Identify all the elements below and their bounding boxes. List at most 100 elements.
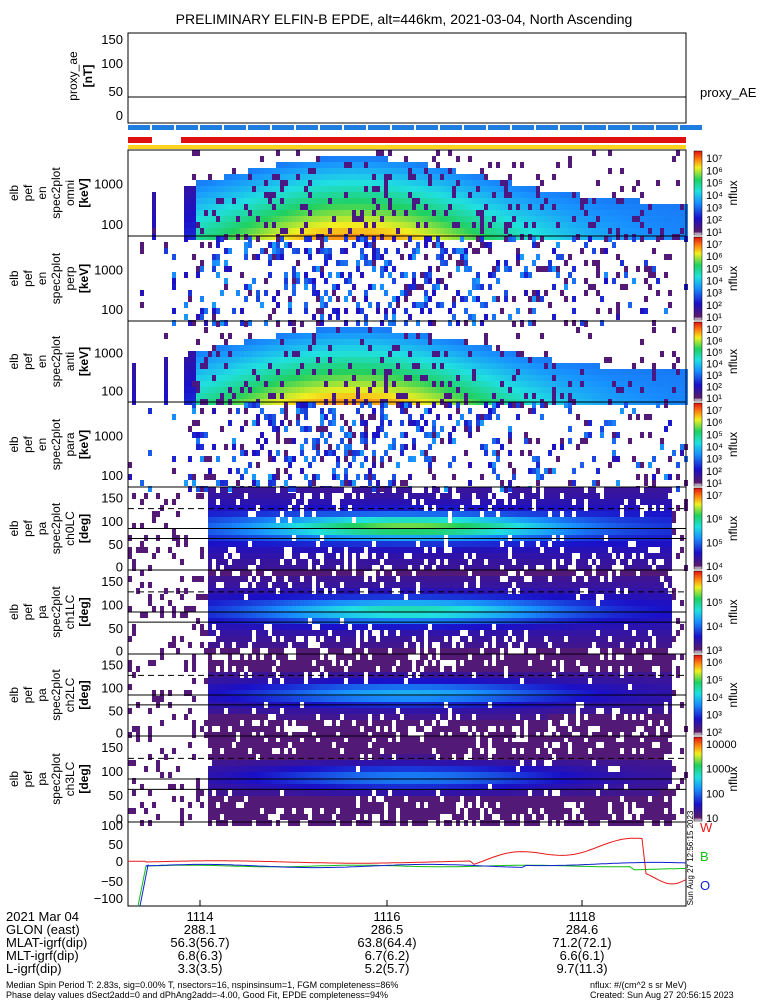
colorbar-tick: 10³ <box>706 370 722 382</box>
spectrogram-cell <box>552 553 556 559</box>
spectrogram-cell <box>344 493 348 499</box>
spectrogram-cell <box>536 505 540 511</box>
spectrogram-cell <box>232 204 236 210</box>
spectrogram-cell <box>188 290 192 296</box>
spectrogram-cell <box>336 444 340 450</box>
spectrogram-cell <box>292 162 296 168</box>
spectrogram-cell <box>536 242 540 248</box>
spectrogram-cell <box>480 192 484 198</box>
spectrogram-cell <box>284 186 288 192</box>
spectrogram-cell <box>444 222 448 228</box>
spectrogram-cell <box>420 450 424 456</box>
spectrogram-cell <box>452 222 456 228</box>
spectrogram-cell <box>544 290 548 296</box>
spectrogram-cell <box>640 228 644 234</box>
spectrogram-cell <box>392 559 396 565</box>
spectrogram-cell <box>592 375 596 381</box>
spectrogram-cell <box>388 387 392 393</box>
spectrogram-cell <box>280 345 284 351</box>
spectrogram-cell <box>464 228 468 234</box>
spectrogram-cell <box>196 210 200 216</box>
spectrogram-cell <box>468 210 472 216</box>
spectrogram-cell <box>344 278 348 284</box>
spectrogram-cell <box>520 505 524 511</box>
spectrogram-cell <box>296 216 300 222</box>
spectrogram-cell <box>328 408 332 414</box>
spectrogram-cell <box>360 333 364 339</box>
spectrogram-cell <box>632 408 636 414</box>
spectrogram-cell <box>488 387 492 393</box>
spectrogram-cell <box>524 234 528 240</box>
proxy-ae-tick-100: 100 <box>101 56 123 71</box>
spectrogram-cell <box>380 493 384 499</box>
panel-ylabel-line: anti <box>63 352 77 371</box>
spectrogram-cell <box>288 511 292 517</box>
spectrogram-cell <box>488 375 492 381</box>
spectrogram-cell <box>640 236 644 242</box>
spectrogram-cell <box>348 192 352 198</box>
spectrogram-cell <box>600 511 604 517</box>
spectrogram-cell <box>608 198 612 204</box>
spectrogram-cell <box>608 308 612 314</box>
spectrogram-cell <box>356 222 360 228</box>
spectrogram-cell <box>584 547 588 553</box>
spectrogram-cell <box>320 186 324 192</box>
spectrogram-cell <box>392 180 396 186</box>
spectrogram-cell <box>264 517 268 523</box>
spectrogram-cell <box>348 339 352 345</box>
spectrogram-cell <box>664 234 668 240</box>
panel-ylabel-line: elb <box>7 185 21 201</box>
spectrogram-cell <box>372 168 376 174</box>
spectrogram-cell <box>436 345 440 351</box>
spectrogram-cell <box>516 547 520 553</box>
spectrogram-cell <box>300 547 304 553</box>
spectrogram-cell <box>420 523 424 529</box>
spectrogram-cell <box>584 210 588 216</box>
spectrogram-cell <box>416 381 420 387</box>
spectrogram-cell <box>476 174 480 180</box>
spectrogram-cell <box>284 438 288 444</box>
spectrogram-cell <box>460 493 464 499</box>
spectrogram-cell <box>652 204 656 210</box>
spectrogram-cell <box>364 320 368 326</box>
spectrogram-cell <box>188 363 192 369</box>
spectrogram-cell <box>492 462 496 468</box>
spectrogram-cell <box>328 381 332 387</box>
spectrogram-cell <box>324 547 328 553</box>
spectrogram-cell <box>316 357 320 363</box>
spectrogram-cell <box>252 345 256 351</box>
spectrogram-cell <box>668 375 672 381</box>
spectrogram-cell <box>480 198 484 204</box>
spectrogram-cell <box>364 426 368 432</box>
spectrogram-cell <box>444 511 448 517</box>
spectrogram-cell <box>336 308 340 314</box>
spectrogram-cell <box>508 375 512 381</box>
spectrogram-cell <box>508 493 512 499</box>
spectrogram-cell <box>360 174 364 180</box>
spectrogram-cell <box>380 402 384 408</box>
spectrogram-cell <box>540 216 544 222</box>
spectrogram-cell <box>420 414 424 420</box>
spectrogram-cell <box>200 547 204 553</box>
spectrogram-cell <box>472 210 476 216</box>
spectrogram-cell <box>192 210 196 216</box>
spectrogram-cell <box>476 511 480 517</box>
spectrogram-cell <box>344 381 348 387</box>
panel-ylabel-line: pef <box>21 184 35 201</box>
spectrogram-cell <box>624 222 628 228</box>
spectrogram-cell <box>668 387 672 393</box>
spectrogram-cell <box>148 408 152 414</box>
spectrogram-cell <box>212 553 216 559</box>
energy-tick-1000: 1000 <box>94 345 123 360</box>
spectrogram-cell <box>428 547 432 553</box>
spectrogram-cell <box>376 228 380 234</box>
spectrogram-cell <box>336 186 340 192</box>
spectrogram-cell <box>600 426 604 432</box>
spectrogram-cell <box>248 529 252 535</box>
spectrogram-cell <box>232 541 236 547</box>
spectrogram-cell <box>432 156 436 162</box>
spectrogram-cell <box>412 541 416 547</box>
spectrogram-cell <box>436 236 440 242</box>
spectrogram-cell <box>368 284 372 290</box>
spectrogram-cell <box>260 302 264 308</box>
